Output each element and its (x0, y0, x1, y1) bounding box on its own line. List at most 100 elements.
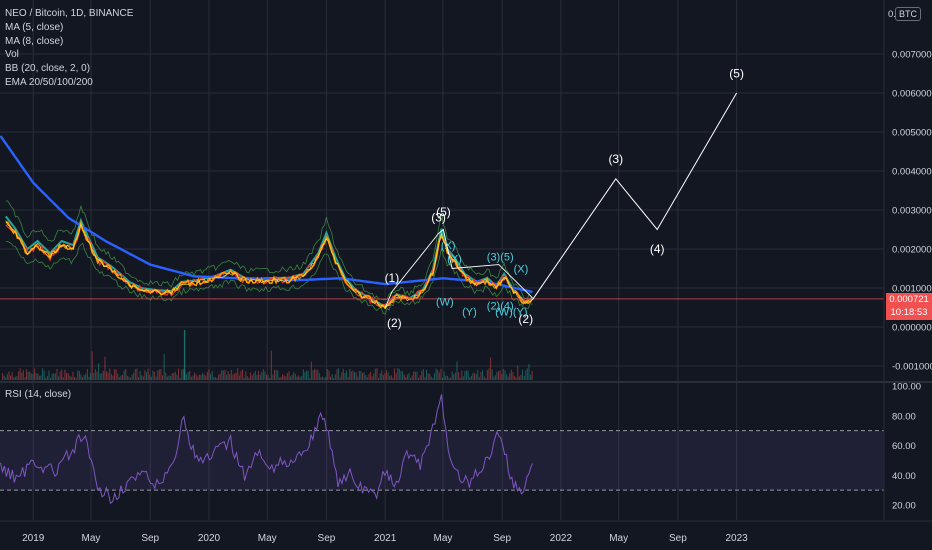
legend-rsi[interactable]: RSI (14, close) (5, 389, 72, 400)
volume-bar (186, 374, 188, 380)
volume-bar (477, 369, 479, 380)
x-tick-label: 2020 (198, 533, 221, 544)
volume-bar (166, 376, 168, 380)
volume-bar (501, 374, 503, 380)
volume-bar (182, 368, 184, 380)
volume-bar (91, 351, 93, 380)
volume-bar (507, 376, 509, 380)
volume-bar (138, 377, 140, 380)
wave-label: (5) (436, 205, 451, 219)
y-tick-label: 0.007000 (892, 50, 932, 61)
volume-bar (254, 370, 256, 380)
volume-bar (398, 368, 400, 380)
rsi-tick-label: 20.00 (892, 501, 916, 512)
volume-bar (365, 375, 367, 380)
volume-bar (146, 372, 148, 380)
volume-bar (520, 374, 522, 380)
volume-bar (352, 370, 354, 380)
volume-bar (363, 372, 365, 380)
volume-bar (259, 374, 261, 380)
volume-bar (509, 373, 511, 380)
volume-bar (368, 373, 370, 380)
volume-bar (74, 376, 76, 380)
volume-bar (114, 368, 116, 380)
volume-bar (107, 372, 109, 380)
volume-bar (373, 373, 375, 380)
volume-bar (102, 370, 104, 380)
volume-bar (448, 377, 450, 380)
volume-bar (291, 374, 293, 380)
volume-bar (8, 371, 10, 380)
x-tick-label: 2022 (550, 533, 573, 544)
volume-bar (242, 369, 244, 380)
volume-bar (61, 369, 63, 380)
volume-bar (75, 377, 77, 380)
volume-bar (414, 371, 416, 380)
volume-bar (227, 371, 229, 380)
volume-bar (243, 377, 245, 380)
legend-bollinger[interactable]: BB (20, close, 2, 0) (5, 63, 91, 75)
volume-bar (296, 376, 298, 380)
volume-bar (262, 369, 264, 380)
volume-bar (333, 377, 335, 380)
volume-bar (275, 369, 277, 380)
volume-bar (472, 372, 474, 380)
x-tick-label: 2021 (374, 533, 397, 544)
volume-bar (278, 377, 280, 380)
volume-bar (120, 375, 122, 380)
volume-bar (506, 374, 508, 380)
volume-bar (82, 377, 84, 380)
volume-bar (400, 371, 402, 380)
volume-bar (274, 369, 276, 380)
volume-bar (250, 372, 252, 380)
volume-bar (110, 374, 112, 380)
volume-bar (98, 363, 100, 380)
volume-bar (502, 368, 504, 380)
volume-bar (510, 369, 512, 380)
volume-bar (85, 373, 87, 380)
minor-wave-label: (W)(Y) (495, 306, 527, 318)
volume-bar (62, 377, 64, 380)
volume-bar (483, 376, 485, 380)
volume-bar (461, 370, 463, 380)
legend-ma5[interactable]: MA (5, close) (5, 21, 64, 33)
volume-bar (326, 368, 328, 380)
y-tick-label: 0.002000 (892, 245, 932, 256)
volume-bar (312, 370, 314, 380)
volume-bar (251, 375, 253, 380)
legend-volume[interactable]: Vol (5, 49, 19, 61)
minor-wave-label: (X) (514, 263, 529, 275)
volume-bar (118, 377, 120, 380)
volume-bar (115, 369, 117, 380)
volume-bar (77, 370, 79, 380)
bb-lower-line (5, 241, 533, 315)
legend-ma8[interactable]: MA (8, close) (5, 35, 64, 47)
volume-bar (46, 375, 48, 380)
volume-bar (22, 370, 24, 380)
volume-bar (344, 372, 346, 380)
volume-bar (349, 368, 351, 380)
volume-bar (181, 369, 183, 380)
volume-bar (426, 369, 428, 380)
volume-bar (330, 376, 332, 380)
volume-bar (192, 375, 194, 380)
volume-bar (438, 372, 440, 380)
legend-ema[interactable]: EMA 20/50/100/200 (5, 76, 93, 88)
volume-bar (189, 370, 191, 380)
volume-bar (142, 376, 144, 380)
volume-bar (67, 373, 69, 380)
volume-bar (221, 370, 223, 380)
volume-bar (437, 369, 439, 380)
volume-bar (93, 373, 95, 380)
volume-bar (123, 370, 125, 380)
symbol-title[interactable]: NEO / Bitcoin, 1D, BINANCE (5, 8, 134, 19)
volume-bar (168, 375, 170, 380)
volume-bar (149, 374, 151, 380)
projection-path (532, 92, 738, 300)
volume-bar (374, 368, 376, 380)
currency-badge[interactable]: BTC (895, 7, 921, 21)
x-tick-label: Sep (141, 533, 159, 544)
volume-bar (99, 374, 101, 380)
volume-bar (446, 375, 448, 380)
